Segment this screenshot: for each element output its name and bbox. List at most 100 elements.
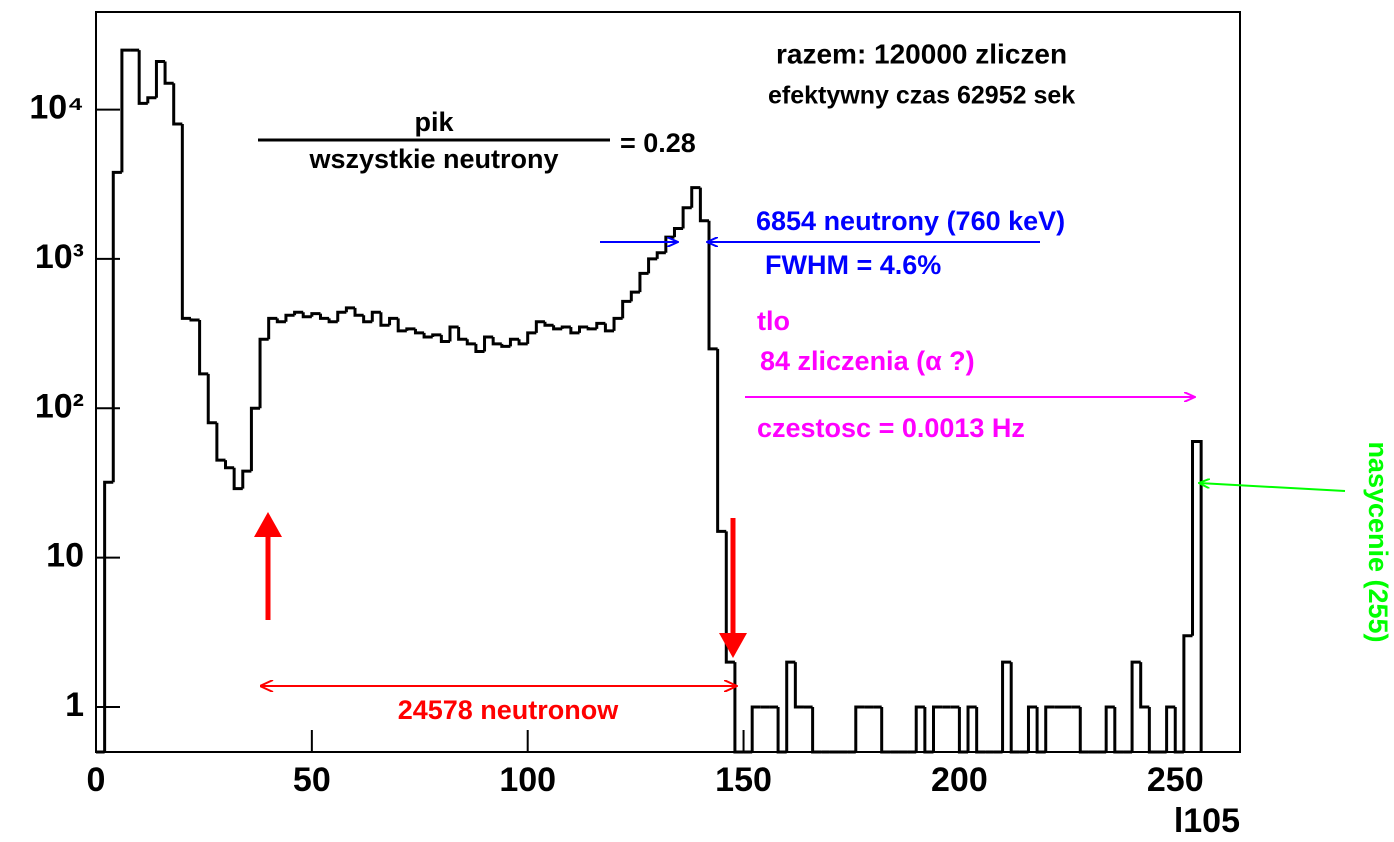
histogram-bin [1044, 705, 1055, 752]
histogram-bin [517, 339, 528, 346]
plot-frame [95, 11, 1241, 753]
histogram-bin [163, 61, 174, 85]
histogram-bin [638, 271, 649, 293]
histogram-bin [172, 83, 183, 126]
histogram-bin [733, 662, 744, 754]
histogram-bin [431, 333, 442, 338]
histogram-bin [362, 315, 373, 324]
histogram-bin [966, 705, 977, 752]
histogram-bin [655, 251, 666, 259]
annotation: 24578 neutronow [398, 695, 620, 725]
histogram-bin [1026, 705, 1038, 752]
x-tick-label: 100 [499, 761, 556, 799]
histogram-bin [578, 325, 589, 333]
histogram-bin [621, 299, 632, 319]
x-tick-label: 200 [931, 761, 988, 799]
histogram-bin [854, 705, 865, 752]
histogram-bin [560, 325, 571, 329]
histogram-bin [811, 707, 822, 754]
histogram-bin [543, 321, 554, 327]
histogram-bin [120, 48, 131, 173]
histogram-bin [1130, 660, 1141, 752]
histogram-bin [672, 226, 684, 238]
histogram-bin [1009, 662, 1020, 754]
histogram-bin [180, 124, 191, 320]
histogram-bin [370, 310, 381, 322]
histogram-bin [224, 460, 235, 470]
histogram-bin [534, 320, 545, 333]
histogram-bin [344, 306, 356, 313]
histogram-bin [923, 707, 934, 754]
histogram-bin [552, 325, 563, 331]
histogram-bin [914, 705, 925, 752]
histogram-bin [215, 422, 226, 462]
histogram-bin [603, 323, 615, 333]
histogram-bin [1078, 707, 1089, 754]
histogram-bin [690, 186, 701, 208]
histogram-bin [664, 235, 675, 253]
histogram-bin [448, 325, 459, 342]
histogram-bin [491, 337, 502, 346]
histogram-bin [698, 187, 710, 223]
histogram-bin [422, 332, 433, 339]
x-tick-label: 0 [87, 761, 106, 799]
histogram-bin [647, 257, 658, 274]
histogram-bin [413, 328, 425, 335]
histogram-bin [465, 339, 476, 346]
histogram-bin [327, 318, 338, 324]
histogram-bin [284, 313, 295, 322]
histogram-bin [776, 707, 787, 754]
y-tick-label: 10 [46, 537, 84, 575]
histogram-bin [716, 348, 727, 533]
histogram-bin [258, 337, 269, 409]
histogram-bin [301, 312, 312, 319]
histogram-bin [586, 327, 597, 331]
annotation: czestosc = 0.0013 Hz [757, 413, 1025, 443]
histogram-bin [457, 327, 468, 341]
histogram-bin [931, 705, 943, 752]
histogram-bin [146, 96, 157, 104]
annotation: 84 zliczenia (α ?) [760, 346, 975, 376]
histogram [96, 48, 1203, 754]
histogram-bin [405, 327, 416, 331]
histogram-bin [629, 290, 640, 302]
histogram-bin [103, 480, 114, 752]
histogram-bin [388, 316, 399, 326]
histogram-bin [353, 307, 364, 317]
histogram-bin [275, 318, 286, 324]
histogram-bin [111, 170, 122, 483]
x-tick-label: 250 [1147, 761, 1204, 799]
histogram-bin [1001, 660, 1012, 752]
histogram-bin [232, 467, 243, 491]
histogram-bin [724, 531, 735, 664]
annotation: 6854 neutrony (760 keV) [756, 206, 1065, 236]
annotation: efektywny czas 62952 sek [768, 82, 1075, 110]
histogram-bin [1182, 634, 1193, 752]
histogram-bin [241, 469, 252, 489]
y-tick-label: 1 [65, 686, 84, 724]
histogram-bin [975, 707, 986, 754]
annotation: = 0.28 [620, 128, 696, 158]
histogram-bin [750, 705, 761, 752]
histogram-bin [508, 337, 520, 347]
annotation: pik [414, 107, 454, 137]
histogram-bin [1035, 707, 1046, 754]
histogram-bin [439, 334, 450, 344]
histogram-bin [206, 373, 217, 425]
histogram-bin [318, 313, 330, 320]
arrowhead [719, 633, 747, 658]
y-tick-label: 10² [35, 387, 84, 425]
histogram-bin [1139, 662, 1150, 709]
histogram-bin [707, 220, 718, 351]
histogram-bin [198, 320, 209, 376]
histogram-bin [310, 312, 321, 317]
annotation: FWHM = 4.6% [765, 250, 941, 280]
histogram-bin [500, 343, 511, 348]
histogram-bin [293, 310, 304, 316]
x-axis-label: l105 [1174, 802, 1240, 840]
x-tick-label: 150 [715, 761, 772, 799]
x-tick-label: 50 [293, 761, 331, 799]
annotation: nasycenie (255) [1363, 441, 1393, 642]
histogram-bin [1165, 705, 1176, 752]
